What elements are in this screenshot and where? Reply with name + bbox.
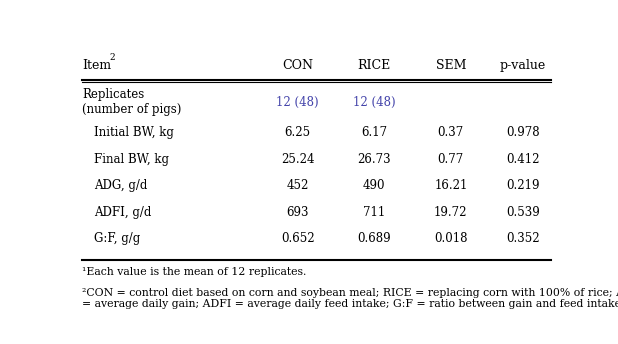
Text: RICE: RICE bbox=[358, 58, 391, 72]
Text: Initial BW, kg: Initial BW, kg bbox=[94, 126, 174, 139]
Text: CON: CON bbox=[282, 58, 313, 72]
Text: 711: 711 bbox=[363, 206, 386, 219]
Text: 2: 2 bbox=[109, 53, 115, 63]
Text: 0.652: 0.652 bbox=[281, 232, 315, 245]
Text: p-value: p-value bbox=[499, 58, 546, 72]
Text: 6.25: 6.25 bbox=[284, 126, 311, 139]
Text: 0.352: 0.352 bbox=[506, 232, 540, 245]
Text: 0.77: 0.77 bbox=[438, 153, 464, 166]
Text: ADFI, g/d: ADFI, g/d bbox=[94, 206, 151, 219]
Text: 452: 452 bbox=[286, 179, 309, 192]
Text: 6.17: 6.17 bbox=[361, 126, 387, 139]
Text: 0.219: 0.219 bbox=[506, 179, 540, 192]
Text: Replicates
(number of pigs): Replicates (number of pigs) bbox=[82, 88, 182, 116]
Text: 12 (48): 12 (48) bbox=[276, 96, 319, 109]
Text: ADG, g/d: ADG, g/d bbox=[94, 179, 147, 192]
Text: 490: 490 bbox=[363, 179, 386, 192]
Text: SEM: SEM bbox=[436, 58, 466, 72]
Text: 0.018: 0.018 bbox=[434, 232, 468, 245]
Text: 0.689: 0.689 bbox=[357, 232, 391, 245]
Text: 0.539: 0.539 bbox=[506, 206, 540, 219]
Text: 12 (48): 12 (48) bbox=[353, 96, 396, 109]
Text: 0.412: 0.412 bbox=[506, 153, 540, 166]
Text: 0.37: 0.37 bbox=[438, 126, 464, 139]
Text: ²CON = control diet based on corn and soybean meal; RICE = replacing corn with 1: ²CON = control diet based on corn and so… bbox=[82, 288, 618, 309]
Text: 16.21: 16.21 bbox=[434, 179, 468, 192]
Text: 693: 693 bbox=[286, 206, 309, 219]
Text: G:F, g/g: G:F, g/g bbox=[94, 232, 140, 245]
Text: ¹Each value is the mean of 12 replicates.: ¹Each value is the mean of 12 replicates… bbox=[82, 267, 307, 277]
Text: 26.73: 26.73 bbox=[357, 153, 391, 166]
Text: 19.72: 19.72 bbox=[434, 206, 468, 219]
Text: Final BW, kg: Final BW, kg bbox=[94, 153, 169, 166]
Text: 25.24: 25.24 bbox=[281, 153, 315, 166]
Text: Item: Item bbox=[82, 58, 111, 72]
Text: 0.978: 0.978 bbox=[506, 126, 540, 139]
